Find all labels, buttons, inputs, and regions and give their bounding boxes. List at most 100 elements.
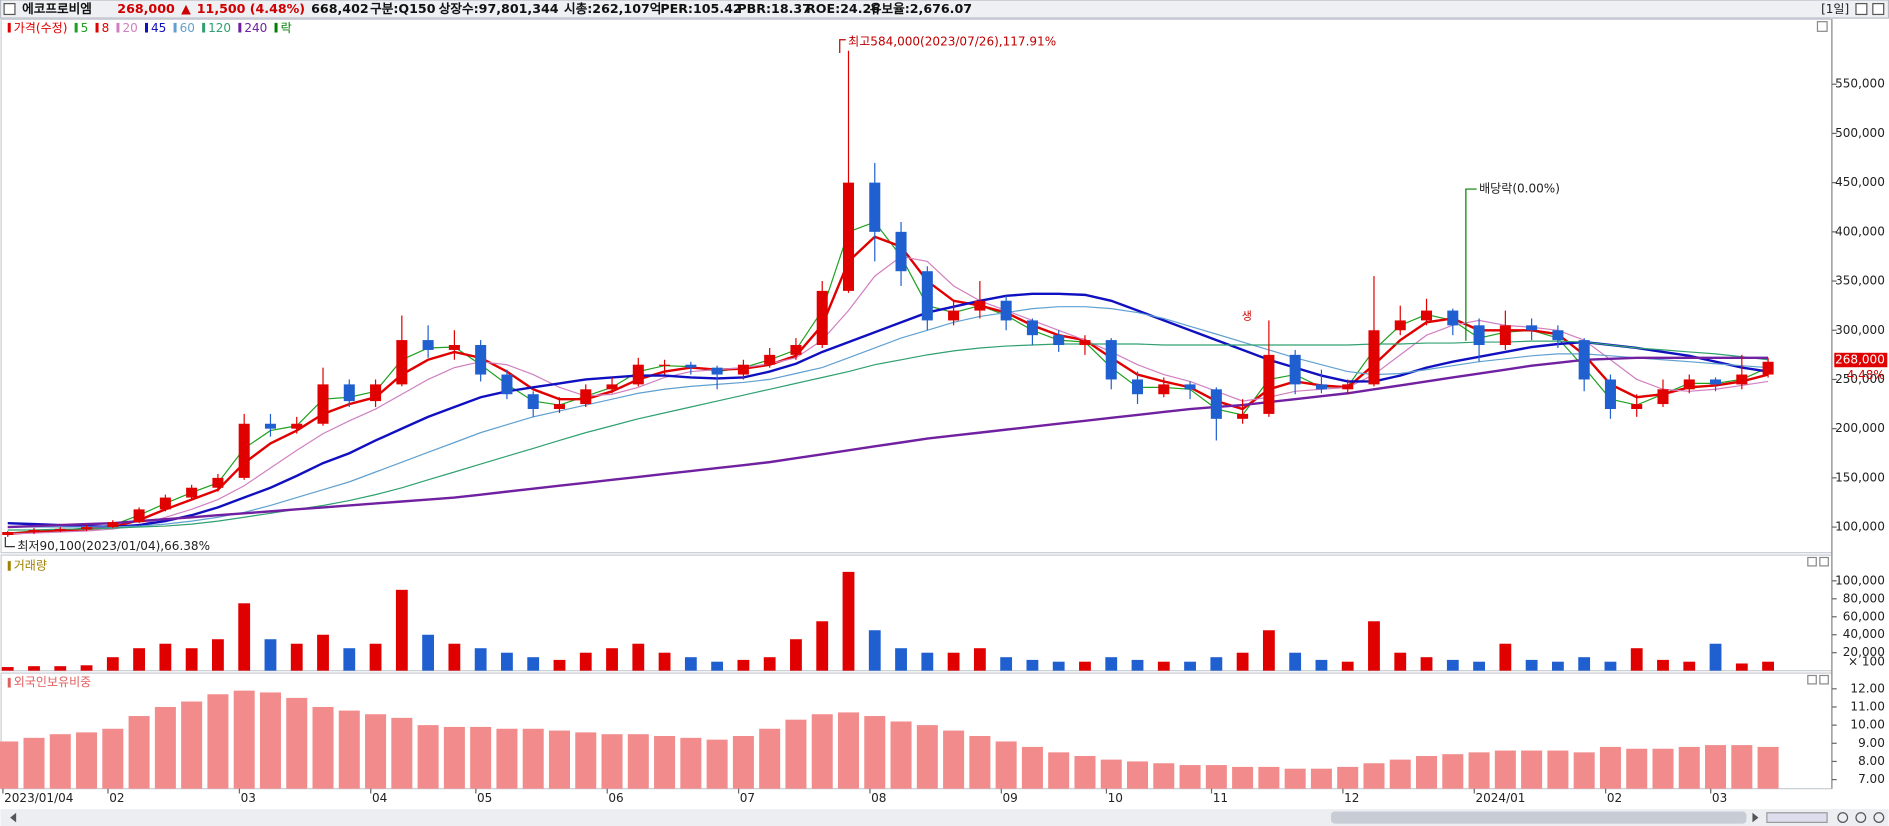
pane-title: 외국인보유비중: [14, 675, 91, 689]
ma-line: [7, 255, 1769, 535]
candle-body: [580, 389, 592, 405]
zoom-reset[interactable]: [1873, 812, 1885, 823]
legend-swatch: [145, 22, 149, 33]
last-price: 268,000: [1835, 353, 1885, 367]
candle-body: [396, 340, 408, 385]
bar: [1289, 652, 1302, 671]
candle-body: [1683, 379, 1695, 390]
period[interactable]: [1일]: [1821, 2, 1849, 16]
bar: [973, 648, 986, 671]
pane-button[interactable]: [1807, 556, 1817, 567]
candle-body: [159, 497, 171, 510]
bar: [23, 737, 45, 789]
bar: [1368, 621, 1380, 671]
candle-body: [1578, 340, 1590, 380]
volume: 668,402: [311, 1, 369, 16]
scroll-right[interactable]: [1752, 812, 1759, 823]
scroll-thumb[interactable]: [1331, 811, 1747, 824]
info-field: ROE:24.26: [806, 1, 880, 16]
candle-body: [212, 477, 224, 488]
zoom-slider[interactable]: [1766, 812, 1828, 823]
bar: [1547, 750, 1569, 789]
bar: [391, 717, 413, 789]
candle-body: [895, 231, 907, 272]
bar: [1052, 661, 1065, 671]
bar: [1048, 752, 1070, 789]
bar: [1079, 661, 1091, 671]
bar: [969, 736, 991, 789]
candle-body: [1053, 335, 1065, 346]
y-tick-label: 300,000: [1835, 323, 1885, 337]
plot: 100,000 150,000 200,000 250,000 300,000 350,0…: [0, 21, 1885, 805]
ma-line: [7, 292, 1769, 529]
close-button[interactable]: [1872, 3, 1885, 16]
candle-body: [1762, 361, 1774, 375]
bar: [0, 741, 19, 789]
legend-label: 락: [281, 21, 292, 35]
bar: [1284, 768, 1306, 789]
bar: [290, 643, 303, 671]
bar: [1420, 657, 1433, 671]
x-tick-label: 08: [871, 791, 886, 805]
candle-body: [1499, 325, 1511, 346]
zoom-out[interactable]: [1855, 812, 1867, 823]
bar: [1262, 630, 1275, 671]
bar: [185, 648, 198, 671]
y-tick-label: 60,000: [1843, 609, 1885, 623]
bar: [785, 719, 807, 789]
info-field: 구분:Q150: [370, 1, 436, 16]
menu-checkbox[interactable]: [3, 3, 16, 16]
candle-body: [659, 364, 671, 366]
candle-body: [711, 367, 723, 375]
pane-button[interactable]: [1807, 674, 1817, 685]
info-field: 상장수:97,801,344: [439, 1, 559, 16]
maximize-button[interactable]: [1855, 3, 1868, 16]
candle-body: [1552, 330, 1564, 341]
bar: [159, 643, 172, 671]
candle-body: [1105, 340, 1117, 380]
event-annotation: 배당락(0.00%): [1479, 182, 1560, 196]
candle-body: [816, 290, 828, 346]
legend-label: 8: [102, 21, 110, 35]
scroll-left[interactable]: [10, 812, 17, 823]
change-pct: (4.48%): [250, 1, 305, 16]
x-tick-label: 11: [1213, 791, 1228, 805]
bar: [470, 726, 492, 789]
x-tick-label: 02: [1607, 791, 1622, 805]
bar: [995, 741, 1017, 789]
candle-body: [1289, 354, 1301, 385]
y-tick-label: 500,000: [1835, 126, 1885, 140]
ma-line: [7, 356, 1769, 529]
zoom-in[interactable]: [1837, 812, 1849, 823]
bar: [1026, 659, 1039, 671]
bar: [1578, 657, 1591, 671]
bar: [1105, 657, 1118, 671]
bar: [1363, 763, 1385, 789]
candle-body: [842, 182, 855, 291]
candle-body: [107, 522, 119, 528]
bar: [1315, 659, 1328, 671]
legend-label: 5: [81, 21, 89, 35]
pane-button[interactable]: [1819, 556, 1829, 567]
bar: [606, 648, 618, 671]
legend-swatch: [116, 22, 120, 33]
pane-button[interactable]: [1819, 674, 1829, 685]
x-tick-label: 02: [109, 791, 124, 805]
candle-body: [343, 384, 355, 402]
x-tick-label: 12: [1344, 791, 1359, 805]
bar: [1000, 657, 1013, 671]
bar: [548, 730, 570, 789]
bar: [286, 697, 308, 789]
bar: [947, 652, 960, 671]
bar: [501, 652, 513, 671]
y-tick-label: 450,000: [1835, 175, 1885, 189]
candle-body: [81, 527, 93, 530]
info-field: 유보율:2,676.07: [870, 1, 972, 16]
bar: [106, 657, 119, 671]
bar: [579, 652, 592, 671]
pane-button[interactable]: [1816, 21, 1828, 32]
candle-body: [1604, 379, 1616, 409]
bar: [133, 648, 146, 671]
bar: [1074, 755, 1096, 789]
